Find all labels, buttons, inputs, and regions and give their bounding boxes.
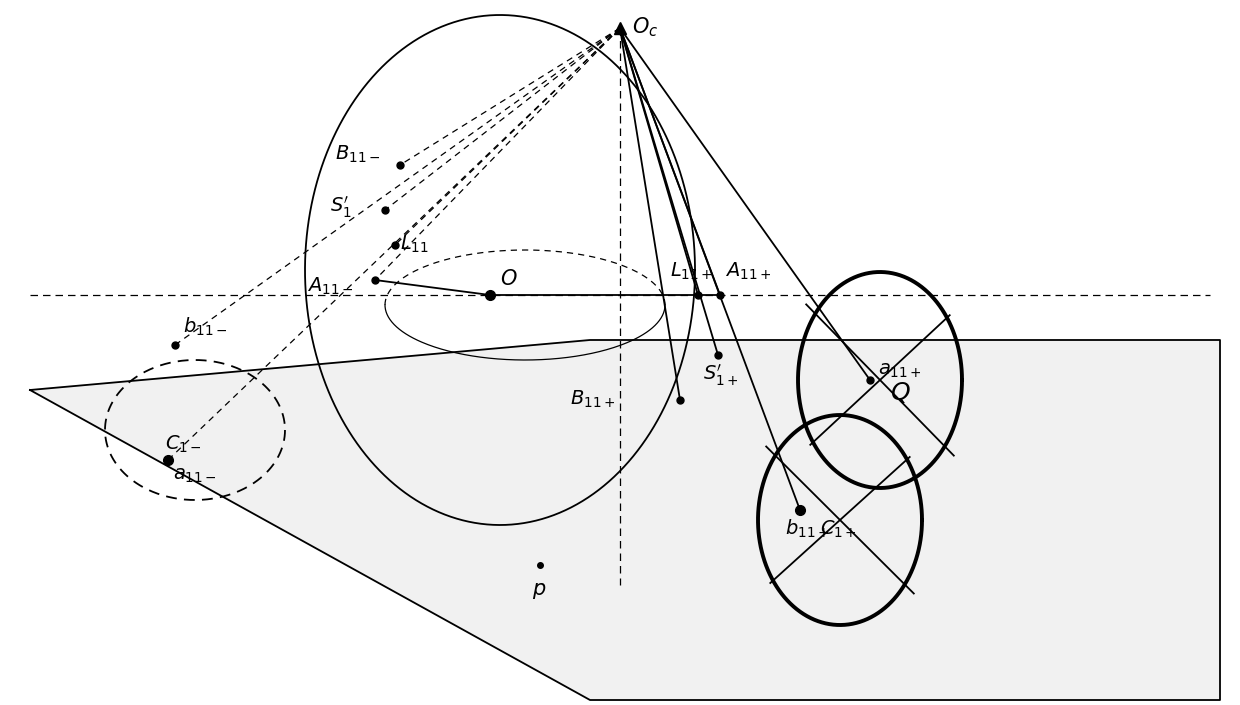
Text: $a_{11-}$: $a_{11-}$ (174, 467, 217, 485)
Text: $O$: $O$ (500, 269, 517, 289)
Text: $S_{1+}'$: $S_{1+}'$ (703, 362, 739, 388)
Text: $b_{11+}$: $b_{11+}$ (785, 518, 830, 540)
Text: $L_{11}$: $L_{11}$ (401, 234, 429, 255)
Text: $p$: $p$ (532, 581, 547, 601)
Text: $L_{11+}$: $L_{11+}$ (670, 261, 713, 282)
Text: $C_{1-}$: $C_{1-}$ (165, 434, 202, 455)
Text: $A_{11-}$: $A_{11-}$ (308, 276, 353, 298)
Text: $C_{1+}$: $C_{1+}$ (820, 519, 857, 540)
Text: $B_{11+}$: $B_{11+}$ (570, 389, 615, 410)
Text: $b_{11-}$: $b_{11-}$ (184, 316, 227, 338)
Polygon shape (30, 340, 1220, 700)
Text: $A_{11+}$: $A_{11+}$ (725, 261, 771, 282)
Text: $O_c$: $O_c$ (632, 15, 658, 39)
Text: $Q$: $Q$ (890, 380, 910, 405)
Text: $B_{11-}$: $B_{11-}$ (335, 144, 381, 165)
Text: $S_1'$: $S_1'$ (330, 195, 352, 220)
Text: $a_{11+}$: $a_{11+}$ (878, 362, 923, 380)
